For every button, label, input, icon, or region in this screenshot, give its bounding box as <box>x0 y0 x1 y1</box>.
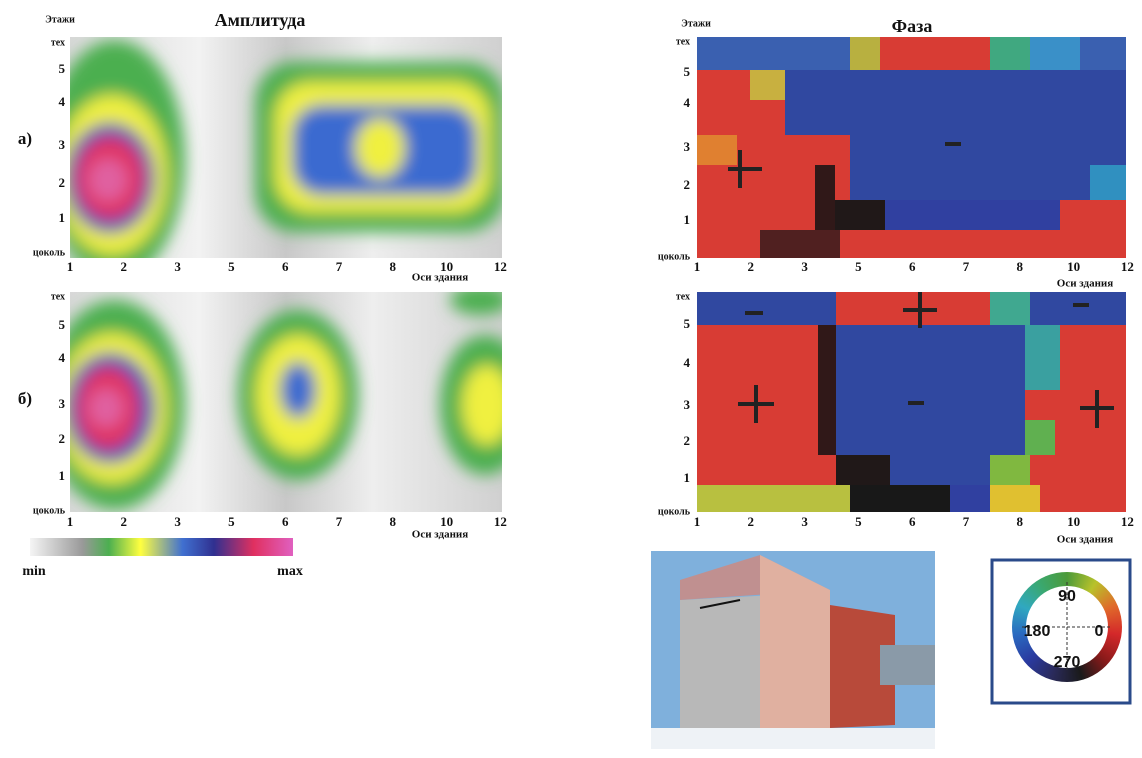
y-tick-label: 5 <box>59 317 66 332</box>
amplitude-map-b <box>70 292 502 512</box>
y-tick-label: 2 <box>684 177 691 192</box>
y-tick-label: цоколь <box>658 251 691 262</box>
y-tick-label: 2 <box>59 431 66 446</box>
colorbar-max-label: max <box>277 564 303 579</box>
y-tick-label: тех <box>676 36 690 47</box>
x-tick-label: 2 <box>121 514 128 529</box>
x-tick-label: 1 <box>694 514 701 529</box>
x-tick-label: 12 <box>1121 259 1134 274</box>
x-axis-title: Оси здания <box>1057 534 1113 546</box>
amplitude-map-a <box>70 37 502 258</box>
x-tick-label: 8 <box>1017 514 1024 529</box>
x-tick-label: 1 <box>67 259 74 274</box>
x-tick-label: 3 <box>801 514 808 529</box>
x-tick-label: 12 <box>1121 514 1134 529</box>
y-tick-label: 1 <box>684 212 691 227</box>
x-tick-label: 3 <box>801 259 808 274</box>
y-tick-label: тех <box>51 291 65 302</box>
x-axis-title: Оси здания <box>1057 278 1113 290</box>
y-tick-label: цоколь <box>33 505 66 516</box>
x-tick-label: 10 <box>440 514 453 529</box>
colorbar <box>30 538 293 556</box>
x-tick-label: 8 <box>390 259 397 274</box>
x-tick-label: 5 <box>855 259 862 274</box>
y-tick-label: цоколь <box>33 247 66 258</box>
y-tick-label: 4 <box>684 355 691 370</box>
x-tick-label: 5 <box>228 514 235 529</box>
x-tick-label: 10 <box>1067 259 1080 274</box>
x-tick-label: 5 <box>228 259 235 274</box>
chart-title: Фаза <box>892 16 933 36</box>
x-tick-label: 3 <box>174 259 181 274</box>
y-tick-label: 5 <box>684 64 691 79</box>
x-tick-label: 10 <box>1067 514 1080 529</box>
x-tick-label: 6 <box>282 514 289 529</box>
y-tick-label: 3 <box>59 137 66 152</box>
y-tick-label: цоколь <box>658 506 691 517</box>
y-tick-label: 2 <box>684 433 691 448</box>
y-axis-title: Этажи <box>45 14 75 25</box>
x-tick-label: 12 <box>494 259 507 274</box>
x-tick-label: 5 <box>855 514 862 529</box>
y-tick-label: 3 <box>684 397 691 412</box>
y-tick-label: 4 <box>59 350 66 365</box>
x-tick-label: 6 <box>909 514 916 529</box>
y-tick-label: 4 <box>684 95 691 110</box>
y-tick-label: 1 <box>59 210 66 225</box>
color-wheel-frame <box>990 558 1132 705</box>
phase-map-a <box>697 37 1126 258</box>
panel-label: а) <box>18 129 32 148</box>
y-tick-label: 1 <box>684 470 691 485</box>
y-tick-label: 3 <box>684 139 691 154</box>
y-tick-label: тех <box>676 291 690 302</box>
chart-title: Амплитуда <box>215 10 306 30</box>
x-tick-label: 7 <box>336 259 343 274</box>
x-tick-label: 2 <box>121 259 128 274</box>
building-photo <box>651 551 935 749</box>
y-tick-label: 3 <box>59 396 66 411</box>
x-tick-label: 2 <box>748 514 755 529</box>
x-tick-label: 1 <box>694 259 701 274</box>
panel-label: б) <box>18 389 32 408</box>
phase-map-b <box>697 292 1126 512</box>
color-wheel-label: 180 <box>1024 623 1051 640</box>
y-tick-label: тех <box>51 37 65 48</box>
y-axis-title: Этажи <box>681 18 711 29</box>
x-tick-label: 8 <box>390 514 397 529</box>
x-tick-label: 7 <box>336 514 343 529</box>
color-wheel-label: 0 <box>1095 623 1104 640</box>
x-tick-label: 1 <box>67 514 74 529</box>
colorbar-min-label: min <box>22 564 46 579</box>
x-tick-label: 12 <box>494 514 507 529</box>
y-tick-label: 5 <box>684 316 691 331</box>
color-wheel-cross <box>1022 582 1112 672</box>
x-axis-title: Оси здания <box>412 272 468 284</box>
x-tick-label: 8 <box>1017 259 1024 274</box>
x-tick-label: 7 <box>963 259 970 274</box>
x-axis-title: Оси здания <box>412 529 468 541</box>
y-tick-label: 2 <box>59 175 66 190</box>
x-tick-label: 10 <box>440 259 453 274</box>
y-tick-label: 1 <box>59 468 66 483</box>
x-tick-label: 6 <box>909 259 916 274</box>
x-tick-label: 3 <box>174 514 181 529</box>
y-tick-label: 4 <box>59 94 66 109</box>
color-wheel-label: 270 <box>1054 654 1081 671</box>
x-tick-label: 2 <box>748 259 755 274</box>
x-tick-label: 6 <box>282 259 289 274</box>
color-wheel-label: 90 <box>1058 588 1076 605</box>
y-tick-label: 5 <box>59 61 66 76</box>
x-tick-label: 7 <box>963 514 970 529</box>
